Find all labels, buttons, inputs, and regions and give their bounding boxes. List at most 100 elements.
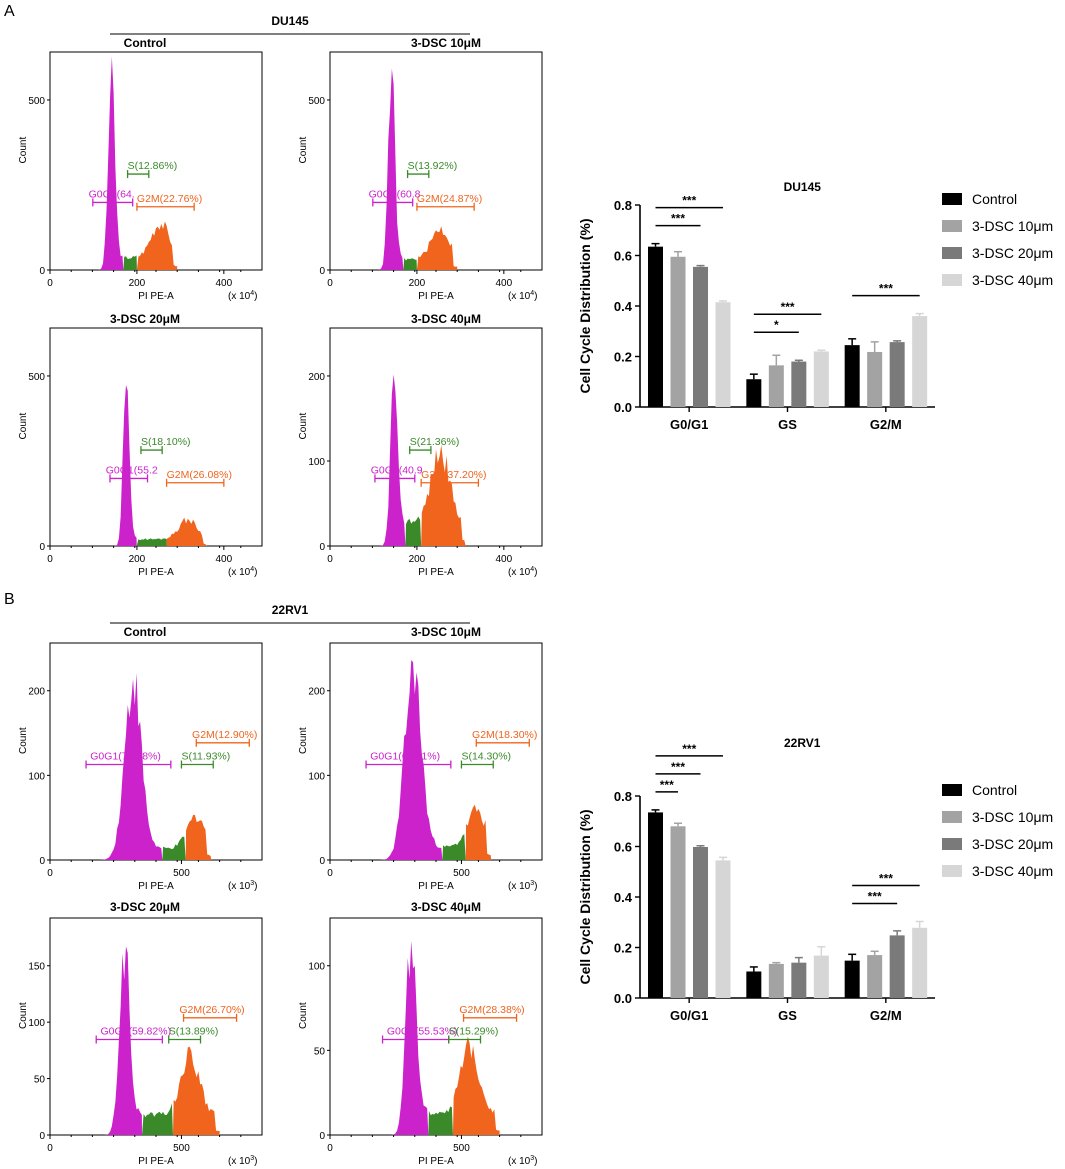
- histogram-title: 3-DSC 10μM: [411, 36, 481, 50]
- y-tick-label: 500: [28, 372, 45, 383]
- legend-swatch: [942, 811, 962, 823]
- histogram-a-2: 3-DSC 10μM G0G1(60.8 S(13.92%) G2M(24.87%) 0…: [298, 36, 543, 302]
- g0g1-region: [109, 385, 137, 546]
- y-tick-label: 500: [308, 96, 325, 107]
- s-gate-label: S(18.10%): [141, 436, 191, 448]
- y-tick-label: 0: [39, 266, 45, 277]
- g0g1-gate: G0G1(60.8: [369, 188, 421, 207]
- y-tick-label: 50: [314, 1046, 326, 1057]
- y-tick-label: 150: [28, 962, 45, 973]
- y-tick-label: 100: [308, 962, 325, 973]
- bar-chart-du145: DU145 0.0 0.2 0.4 0.6 0.8 Cell Cycle Distribut…: [577, 180, 1053, 432]
- legend-swatch: [942, 220, 962, 232]
- x-tick-label: 0: [47, 868, 53, 879]
- s-region: [442, 834, 466, 860]
- category-label: G0/G1: [670, 1008, 708, 1023]
- x-scale-exponent: 3: [250, 1155, 254, 1162]
- g2m-gate: G2M(26.70%): [179, 1004, 245, 1022]
- x-axis-label: PI PE-A: [138, 881, 174, 892]
- g0g1-gate-label: G0G1(67.11%): [370, 751, 440, 763]
- y-tick-label: 0: [39, 1131, 45, 1142]
- g0g1-gate-label: G0G1(59.82%): [100, 1026, 171, 1038]
- s-gate-label: S(12.86%): [128, 160, 178, 172]
- significance-label: ***: [879, 871, 893, 885]
- g2m-region: [416, 226, 458, 270]
- x-scale-exponent: 4: [530, 566, 534, 573]
- bar-g0g1-0: [648, 246, 663, 407]
- x-scale-close: ): [534, 291, 537, 302]
- x-scale-close: ): [254, 1156, 257, 1167]
- significance-label: *: [774, 318, 779, 332]
- bar-g2m-3: [912, 316, 928, 407]
- g2m-gate: G2M(24.87%): [416, 193, 482, 211]
- g0g1-gate-label: G0G1(60.8: [369, 188, 421, 200]
- legend-swatch: [942, 274, 962, 286]
- x-tick-label: 200: [409, 554, 426, 565]
- g0g1-region: [366, 660, 443, 860]
- bar-g0g1-3: [715, 302, 731, 407]
- x-scale-close: ): [534, 1156, 537, 1167]
- x-scale-base: (x 10: [508, 291, 531, 302]
- x-scale-exponent: 4: [250, 566, 254, 573]
- g2m-gate: G2M(12.90%): [192, 729, 257, 747]
- g0g1-gate: G0G1(59.82%): [95, 1026, 171, 1044]
- x-scale-exponent: 3: [530, 880, 534, 887]
- x-scale-base: (x 10: [228, 567, 251, 578]
- x-scale-label: (x 103): [508, 1155, 537, 1167]
- y-tick-label: 500: [28, 96, 45, 107]
- bar-g0g1-1: [670, 256, 686, 407]
- x-axis-label: PI PE-A: [418, 881, 454, 892]
- significance-label: ***: [671, 760, 685, 774]
- histogram-b-3: 3-DSC 20μM G0G1(59.82%)S(13.89%) G2M(26.70…: [18, 900, 263, 1167]
- s-region: [142, 1103, 173, 1135]
- s-region: [162, 836, 186, 860]
- bar-g2m-3: [912, 927, 928, 998]
- x-scale-close: ): [254, 567, 257, 578]
- histogram-a-1: Control G0G1(64. S(12.86%) G2M(22.76%) 0 500 C…: [18, 36, 263, 302]
- x-tick-label: 400: [495, 278, 512, 289]
- x-axis-label: PI PE-A: [418, 1156, 454, 1167]
- g2m-region: [465, 804, 492, 860]
- legend-swatch: [942, 784, 962, 796]
- histogram-a-4: 3-DSC 40μM G0G1(40.9 S(21.36%) G2M(37.20%) 0…: [298, 312, 543, 578]
- s-gate: S(15.29%): [448, 1026, 498, 1044]
- x-scale-close: ): [254, 881, 257, 892]
- x-scale-close: ): [534, 881, 537, 892]
- legend-label: 3-DSC 10μm: [972, 809, 1053, 825]
- g0g1-region: [374, 374, 406, 546]
- y-tick-label: 200: [308, 372, 325, 383]
- x-axis-label: PI PE-A: [138, 291, 174, 302]
- significance-label: ***: [682, 742, 696, 756]
- g0g1-region: [96, 946, 143, 1135]
- s-gate: S(13.89%): [168, 1026, 218, 1044]
- x-tick-label: 400: [215, 554, 232, 565]
- g2m-region: [421, 444, 466, 546]
- y-tick-label: 0.8: [614, 198, 632, 213]
- histogram-title: 3-DSC 20μM: [110, 900, 180, 914]
- g2m-gate-label: G2M(28.38%): [459, 1004, 524, 1016]
- legend-label: Control: [972, 191, 1017, 207]
- bar-g0g1-0: [648, 812, 663, 998]
- category-label: G2/M: [870, 417, 902, 432]
- x-scale-base: (x 10: [508, 881, 531, 892]
- bar-gs-3: [813, 955, 829, 998]
- x-scale-close: ): [534, 567, 537, 578]
- x-scale-label: (x 104): [508, 566, 537, 578]
- g2m-region: [166, 517, 207, 546]
- y-axis-label: Count: [18, 137, 29, 164]
- y-axis-label: Count: [298, 727, 309, 754]
- g2m-gate: G2M(18.30%): [472, 729, 537, 747]
- s-region: [123, 255, 137, 270]
- x-scale-exponent: 4: [530, 290, 534, 297]
- x-scale-label: (x 103): [228, 880, 257, 892]
- cell-line-title: DU145: [271, 14, 309, 28]
- legend-swatch: [942, 865, 962, 877]
- x-axis-label: PI PE-A: [418, 291, 454, 302]
- bar-chart-title: 22RV1: [784, 736, 821, 750]
- g2m-region: [452, 1036, 500, 1135]
- x-tick-label: 400: [215, 278, 232, 289]
- x-scale-exponent: 3: [250, 880, 254, 887]
- y-tick-label: 100: [308, 771, 325, 782]
- x-tick-label: 0: [327, 868, 333, 879]
- y-tick-label: 0: [319, 542, 325, 553]
